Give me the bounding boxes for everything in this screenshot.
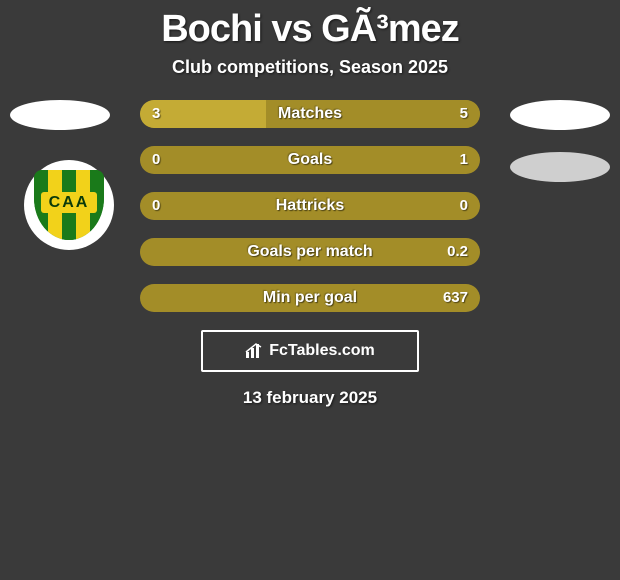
brand-box[interactable]: FcTables.com bbox=[201, 330, 419, 372]
stat-label: Matches bbox=[140, 100, 480, 128]
team-badge-graphic: CAA bbox=[34, 170, 104, 240]
chart-icon bbox=[245, 342, 263, 360]
stat-label: Min per goal bbox=[140, 284, 480, 312]
badge-letters: CAA bbox=[41, 192, 97, 213]
stat-bars: 35Matches 01Goals 00Hattricks 0.2Goals per … bbox=[140, 100, 480, 312]
stat-bar: 01Goals bbox=[140, 146, 480, 174]
comparison-card: Bochi vs GÃ³mez Club competitions, Seaso… bbox=[0, 0, 620, 580]
stat-bar: 0.2Goals per match bbox=[140, 238, 480, 266]
player-shadow-right-2 bbox=[510, 152, 610, 182]
stat-bar: 637Min per goal bbox=[140, 284, 480, 312]
stat-bar: 35Matches bbox=[140, 100, 480, 128]
page-title: Bochi vs GÃ³mez bbox=[0, 0, 620, 51]
player-shadow-left bbox=[10, 100, 110, 130]
stat-label: Hattricks bbox=[140, 192, 480, 220]
player-shadow-right bbox=[510, 100, 610, 130]
stat-label: Goals bbox=[140, 146, 480, 174]
team-badge-left: CAA bbox=[24, 160, 114, 250]
stat-label: Goals per match bbox=[140, 238, 480, 266]
stats-arena: CAA 35Matches 01Goals 00Hattricks 0.2Goals … bbox=[0, 100, 620, 312]
infographic-date: 13 february 2025 bbox=[0, 388, 620, 408]
stat-bar: 00Hattricks bbox=[140, 192, 480, 220]
brand-text: FcTables.com bbox=[269, 342, 375, 360]
page-subtitle: Club competitions, Season 2025 bbox=[0, 57, 620, 78]
